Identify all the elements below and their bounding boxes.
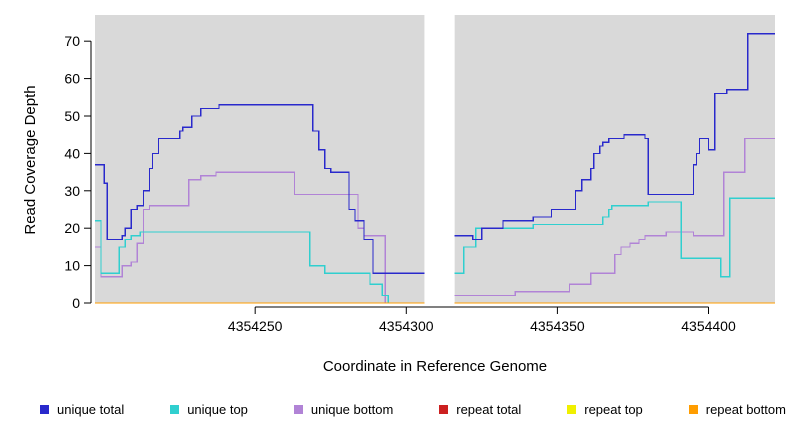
legend-item-repeat-total: repeat total [439, 402, 521, 417]
legend-swatch-unique-bottom [293, 405, 303, 414]
plot-area: 4354250 4354300 4354350 4354400 0 10 20 30 40 50 6… [64, 8, 775, 334]
legend-label-unique-total: unique total [57, 402, 125, 417]
legend-swatch-unique-top [170, 405, 180, 414]
y-axis-label: Read Coverage Depth [22, 85, 39, 235]
series-unique-top [454, 197, 775, 278]
y-tick-label: 0 [72, 295, 80, 311]
legend-label-repeat-top: repeat top [584, 402, 643, 417]
legend-item-unique-bottom: unique bottom [293, 402, 394, 417]
series-unique-total [95, 104, 425, 274]
legend-swatch-repeat-total [439, 405, 449, 414]
y-tick-label: 40 [64, 145, 80, 161]
y-tick-label: 20 [64, 220, 80, 236]
x-tick-label: 4354350 [530, 318, 585, 334]
legend-item-repeat-top: repeat top [567, 402, 643, 417]
legend-label-unique-bottom: unique bottom [310, 402, 394, 417]
legend-swatch-unique-total [40, 405, 49, 414]
no-data-gap [424, 8, 455, 303]
x-tick-label: 4354300 [379, 318, 434, 334]
legend-label-repeat-bottom: repeat bottom [705, 402, 786, 417]
y-tick-label: 70 [64, 33, 80, 49]
series-unique-top [95, 220, 389, 303]
x-tick-label: 4354250 [228, 318, 283, 334]
series-unique-total [454, 33, 775, 241]
legend-item-unique-total: unique total [40, 402, 124, 417]
y-tick-label: 10 [64, 258, 80, 274]
x-axis-label: Coordinate in Reference Genome [322, 358, 548, 375]
legend-item-repeat-bottom: repeat bottom [688, 402, 786, 417]
x-tick-label: 4354400 [681, 318, 736, 334]
y-tick-label: 30 [64, 183, 80, 199]
y-tick-label: 60 [64, 71, 80, 87]
legend-label-repeat-total: repeat total [456, 402, 522, 417]
legend: unique total unique top unique bottom re… [40, 402, 786, 417]
y-tick-label: 50 [64, 108, 80, 124]
legend-swatch-repeat-top [567, 405, 577, 414]
series-unique-bottom [454, 137, 775, 297]
legend-item-unique-top: unique top [170, 402, 248, 417]
legend-label-unique-top: unique top [187, 402, 248, 417]
series-unique-bottom [95, 171, 386, 303]
legend-swatch-repeat-bottom [688, 405, 698, 414]
